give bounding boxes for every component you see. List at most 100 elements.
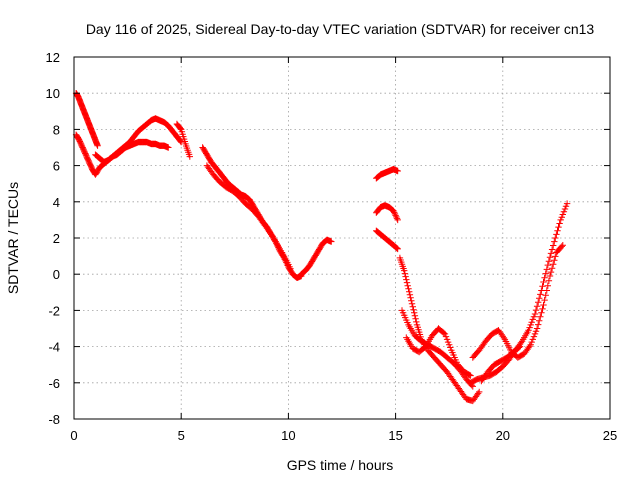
data-point: [500, 334, 508, 342]
data-point: [538, 287, 545, 294]
data-point: [529, 336, 536, 343]
data-point: [186, 153, 193, 160]
data-point: [550, 261, 557, 268]
data-point: [391, 209, 398, 216]
x-tick-label: 0: [70, 428, 77, 443]
data-point: [410, 306, 417, 313]
data-point: [401, 267, 408, 274]
data-point: [409, 303, 416, 310]
data-point: [441, 330, 449, 338]
data-point: [393, 245, 401, 252]
data-point: [544, 282, 551, 289]
y-tick-label: 0: [53, 267, 60, 282]
data-point: [177, 125, 184, 132]
data-point: [558, 243, 565, 250]
data-point: [556, 220, 563, 227]
data-point: [535, 299, 542, 306]
data-point: [552, 253, 559, 260]
data-point: [529, 316, 536, 323]
data-point: [547, 250, 555, 257]
data-point: [94, 142, 101, 149]
data-point: [405, 285, 412, 292]
data-point: [554, 227, 561, 234]
data-point: [516, 343, 524, 350]
data-point: [392, 212, 399, 219]
data-point: [532, 328, 540, 335]
data-point: [542, 270, 549, 277]
data-point: [474, 390, 482, 397]
data-point: [551, 257, 558, 264]
data-point: [528, 338, 535, 346]
data-point: [165, 144, 172, 151]
data-point: [467, 372, 474, 379]
data-point: [532, 306, 540, 314]
data-point: [527, 321, 534, 329]
data-point: [446, 341, 453, 348]
data-point: [538, 309, 545, 316]
data-point: [539, 305, 546, 313]
data-point: [404, 282, 411, 289]
data-point: [536, 295, 543, 302]
data-point: [393, 244, 400, 251]
data-point: [444, 338, 452, 346]
y-tick-label: -8: [48, 412, 60, 427]
data-point: [390, 207, 397, 215]
data-point: [526, 343, 533, 350]
data-point: [562, 203, 570, 210]
y-tick-label: 4: [53, 195, 60, 210]
data-point: [394, 216, 401, 224]
data-point: [535, 321, 542, 328]
data-point: [466, 371, 473, 379]
data-point: [527, 341, 534, 348]
data-point: [401, 270, 409, 277]
data-point: [560, 208, 568, 215]
x-axis-title: GPS time / hours: [287, 457, 394, 473]
y-tick-label: 2: [53, 231, 60, 246]
data-point: [541, 274, 548, 281]
data-point: [542, 292, 549, 299]
data-point: [394, 167, 401, 175]
y-tick-label: 6: [53, 159, 60, 174]
data-point: [411, 309, 418, 316]
data-point: [545, 258, 553, 265]
data-point: [536, 317, 543, 324]
tick-labels: 0 5 10 15 20 25 -8 -6 -4 -2 0 2 4 6 8 10 12: [46, 50, 618, 443]
data-point: [540, 301, 547, 309]
data-point: [408, 297, 415, 304]
data-point: [553, 231, 560, 238]
data-point: [287, 265, 294, 272]
y-tick-label: 10: [46, 86, 60, 101]
grid: [74, 57, 610, 419]
data-point: [406, 291, 414, 298]
data-point: [551, 238, 558, 245]
data-point: [546, 272, 554, 280]
data-point: [515, 344, 523, 351]
data-point: [403, 276, 410, 283]
data-point: [443, 336, 451, 343]
data-point: [563, 200, 571, 207]
data-point: [543, 287, 550, 294]
data-point: [545, 277, 553, 284]
data-point: [447, 344, 454, 351]
data-point: [394, 245, 401, 253]
data-point: [328, 238, 335, 245]
data-point: [541, 296, 548, 304]
data-point: [533, 325, 541, 332]
data-point: [530, 313, 538, 320]
x-tick-label: 5: [178, 428, 185, 443]
data-point: [406, 288, 413, 295]
data-point: [561, 205, 569, 213]
x-tick-label: 25: [603, 428, 617, 443]
data-point: [402, 273, 409, 280]
data-point: [544, 261, 551, 269]
data-point: [267, 229, 274, 237]
data-point: [546, 254, 554, 261]
y-tick-label: 12: [46, 50, 60, 65]
data-point: [537, 291, 544, 298]
data-point: [476, 388, 483, 396]
data-point: [559, 211, 566, 218]
data-point: [559, 242, 566, 249]
data-point: [440, 329, 447, 337]
chart-title: Day 116 of 2025, Sidereal Day-to-day VTE…: [86, 21, 595, 37]
